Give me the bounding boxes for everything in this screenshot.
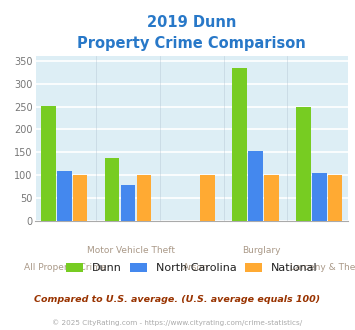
Bar — [328, 175, 343, 221]
Text: Compared to U.S. average. (U.S. average equals 100): Compared to U.S. average. (U.S. average … — [34, 295, 321, 304]
Bar — [41, 106, 56, 221]
Text: All Property Crime: All Property Crime — [24, 263, 107, 272]
Text: Burglary: Burglary — [242, 246, 280, 255]
Bar — [312, 173, 327, 221]
Bar — [121, 185, 135, 221]
Bar — [248, 151, 263, 221]
Bar — [105, 158, 119, 221]
Title: 2019 Dunn
Property Crime Comparison: 2019 Dunn Property Crime Comparison — [77, 15, 306, 51]
Bar — [137, 175, 151, 221]
Bar — [264, 175, 279, 221]
Bar — [296, 108, 311, 221]
Bar — [232, 69, 247, 221]
Text: © 2025 CityRating.com - https://www.cityrating.com/crime-statistics/: © 2025 CityRating.com - https://www.city… — [53, 319, 302, 326]
Bar — [200, 175, 215, 221]
Bar — [73, 175, 87, 221]
Legend: Dunn, North Carolina, National: Dunn, North Carolina, National — [66, 263, 317, 273]
Text: Larceny & Theft: Larceny & Theft — [290, 263, 355, 272]
Text: Arson: Arson — [183, 263, 209, 272]
Bar — [57, 171, 71, 221]
Text: Motor Vehicle Theft: Motor Vehicle Theft — [87, 246, 175, 255]
